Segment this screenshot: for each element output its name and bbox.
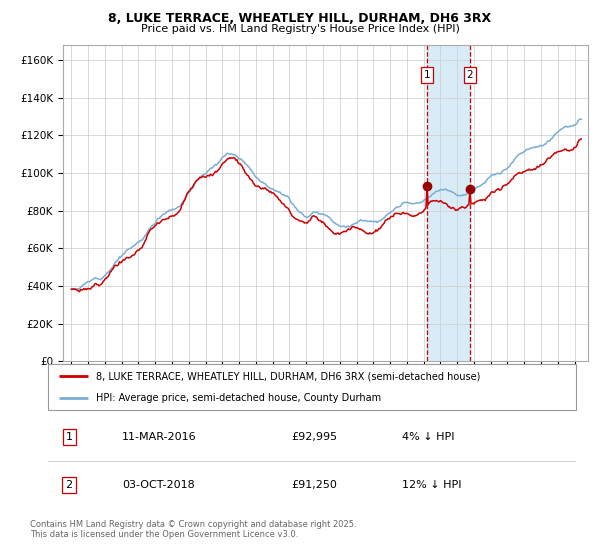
Text: HPI: Average price, semi-detached house, County Durham: HPI: Average price, semi-detached house,… [95, 393, 380, 403]
Text: 2: 2 [466, 70, 473, 80]
Text: 2: 2 [65, 480, 73, 490]
Text: Contains HM Land Registry data © Crown copyright and database right 2025.
This d: Contains HM Land Registry data © Crown c… [30, 520, 356, 539]
Text: 8, LUKE TERRACE, WHEATLEY HILL, DURHAM, DH6 3RX (semi-detached house): 8, LUKE TERRACE, WHEATLEY HILL, DURHAM, … [95, 371, 480, 381]
Text: 1: 1 [65, 432, 73, 442]
Text: 03-OCT-2018: 03-OCT-2018 [122, 480, 194, 490]
Bar [427, 45, 470, 361]
FancyBboxPatch shape [48, 364, 576, 410]
Text: Price paid vs. HM Land Registry's House Price Index (HPI): Price paid vs. HM Land Registry's House … [140, 24, 460, 34]
Text: £91,250: £91,250 [291, 480, 337, 490]
Text: 1: 1 [424, 70, 430, 80]
Text: 4% ↓ HPI: 4% ↓ HPI [402, 432, 454, 442]
Text: 12% ↓ HPI: 12% ↓ HPI [402, 480, 461, 490]
Text: £92,995: £92,995 [291, 432, 337, 442]
Text: 11-MAR-2016: 11-MAR-2016 [122, 432, 197, 442]
Text: 8, LUKE TERRACE, WHEATLEY HILL, DURHAM, DH6 3RX: 8, LUKE TERRACE, WHEATLEY HILL, DURHAM, … [109, 12, 491, 25]
